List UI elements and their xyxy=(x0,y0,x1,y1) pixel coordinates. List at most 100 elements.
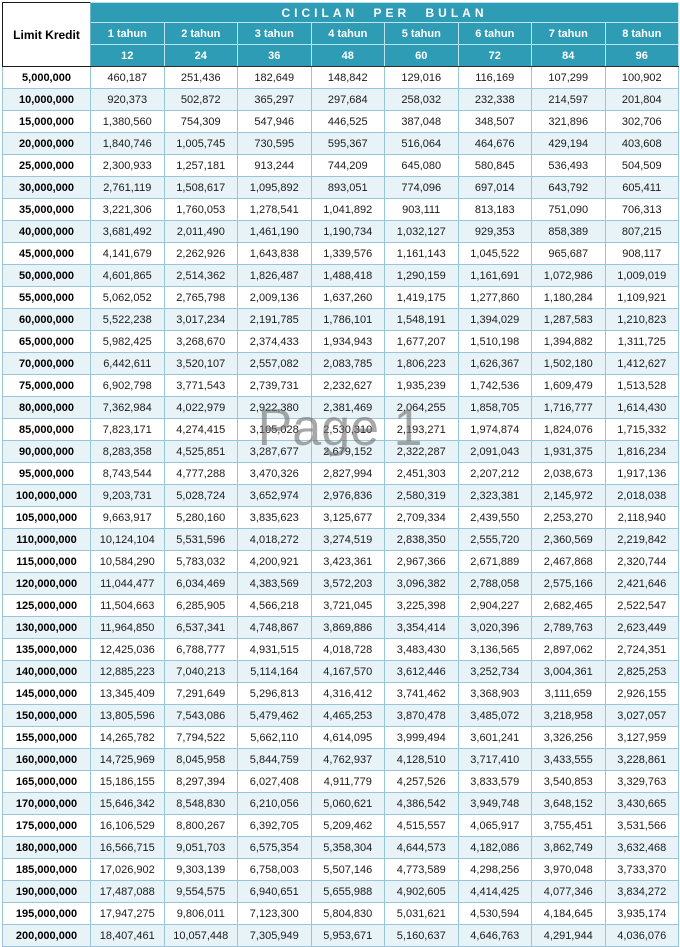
installment-cell: 3,020,396 xyxy=(457,616,532,639)
installment-cell: 13,345,409 xyxy=(90,682,165,705)
installment-cell: 3,125,677 xyxy=(310,506,385,529)
table-row: 35,000,000 3,221,306 1,760,053 1,278,541 1,0… xyxy=(2,198,679,221)
installment-cell: 1,931,375 xyxy=(531,440,606,463)
installment-cell: 536,493 xyxy=(531,154,606,177)
installment-cell: 1,974,874 xyxy=(457,418,532,441)
installment-cell: 706,313 xyxy=(604,198,679,221)
installment-cell: 3,721,045 xyxy=(310,594,385,617)
installment-cell: 2,009,136 xyxy=(237,286,312,309)
installment-cell: 10,057,448 xyxy=(163,924,238,947)
installment-cell: 16,106,529 xyxy=(90,814,165,837)
installment-cell: 2,789,763 xyxy=(531,616,606,639)
installment-cell: 1,257,181 xyxy=(163,154,238,177)
installment-cell: 258,032 xyxy=(384,88,459,111)
installment-cell: 3,287,677 xyxy=(237,440,312,463)
installment-cell: 2,709,334 xyxy=(384,506,459,529)
installment-cell: 5,060,621 xyxy=(310,792,385,815)
installment-cell: 6,442,611 xyxy=(90,352,165,375)
limit-kredit-cell: 185,000,000 xyxy=(2,858,91,881)
limit-kredit-cell: 180,000,000 xyxy=(2,836,91,859)
installment-cell: 3,834,272 xyxy=(604,880,679,903)
installment-cell: 3,221,306 xyxy=(90,198,165,221)
installment-cell: 201,804 xyxy=(604,88,679,111)
limit-kredit-cell: 125,000,000 xyxy=(2,594,91,617)
installment-cell: 3,862,749 xyxy=(531,836,606,859)
installment-cell: 9,303,139 xyxy=(163,858,238,881)
installment-cell: 5,783,032 xyxy=(163,550,238,573)
installment-cell: 5,114,164 xyxy=(237,660,312,683)
installment-cell: 1,626,367 xyxy=(457,352,532,375)
limit-kredit-cell: 25,000,000 xyxy=(2,154,91,177)
year-header: 7 tahun xyxy=(531,22,606,45)
installment-cell: 3,648,152 xyxy=(531,792,606,815)
year-header: 1 tahun xyxy=(90,22,165,45)
installment-cell: 1,786,101 xyxy=(310,308,385,331)
table-row: 195,000,000 17,947,275 9,806,011 7,123,300 5… xyxy=(2,902,679,925)
installment-cell: 182,649 xyxy=(237,66,312,89)
installment-cell: 5,662,110 xyxy=(237,726,312,749)
table-row: 185,000,000 17,026,902 9,303,139 6,758,003 5… xyxy=(2,858,679,881)
installment-cell: 446,525 xyxy=(310,110,385,133)
limit-kredit-cell: 20,000,000 xyxy=(2,132,91,155)
table-row: 145,000,000 13,345,409 7,291,649 5,296,813 4… xyxy=(2,682,679,705)
installment-cell: 3,027,057 xyxy=(604,704,679,727)
installment-cell: 15,186,155 xyxy=(90,770,165,793)
installment-cell: 3,612,446 xyxy=(384,660,459,683)
installment-cell: 13,805,596 xyxy=(90,704,165,727)
installment-cell: 12,885,223 xyxy=(90,660,165,683)
installment-cell: 5,953,671 xyxy=(310,924,385,947)
installment-cell: 4,022,979 xyxy=(163,396,238,419)
installment-cell: 4,018,728 xyxy=(310,638,385,661)
installment-cell: 10,584,290 xyxy=(90,550,165,573)
installment-cell: 1,643,838 xyxy=(237,242,312,265)
table-row: 25,000,000 2,300,933 1,257,181 913,244 744,2… xyxy=(2,154,679,177)
limit-kredit-cell: 120,000,000 xyxy=(2,572,91,595)
installment-cell: 5,531,596 xyxy=(163,528,238,551)
installment-cell: 3,970,048 xyxy=(531,858,606,881)
installment-cell: 1,005,745 xyxy=(163,132,238,155)
limit-kredit-cell: 10,000,000 xyxy=(2,88,91,111)
installment-cell: 4,077,346 xyxy=(531,880,606,903)
table-row: 40,000,000 3,681,492 2,011,490 1,461,190 1,1… xyxy=(2,220,679,243)
installment-cell: 965,687 xyxy=(531,242,606,265)
installment-cell: 1,677,207 xyxy=(384,330,459,353)
installment-cell: 4,386,542 xyxy=(384,792,459,815)
installment-cell: 6,027,408 xyxy=(237,770,312,793)
year-header-row: 1 tahun 2 tahun 3 tahun 4 tahun 5 tahun … xyxy=(3,22,679,45)
installment-cell: 502,872 xyxy=(163,88,238,111)
installment-cell: 4,298,256 xyxy=(457,858,532,881)
installment-cell: 2,118,940 xyxy=(604,506,679,529)
installment-cell: 1,637,260 xyxy=(310,286,385,309)
installment-cell: 4,167,570 xyxy=(310,660,385,683)
installment-cell: 3,096,382 xyxy=(384,572,459,595)
installment-cell: 1,032,127 xyxy=(384,220,459,243)
installment-cell: 17,947,275 xyxy=(90,902,165,925)
table-row: 125,000,000 11,504,663 6,285,905 4,566,218 3… xyxy=(2,594,679,617)
installment-cell: 17,026,902 xyxy=(90,858,165,881)
installment-cell: 2,467,868 xyxy=(531,550,606,573)
installment-cell: 3,681,492 xyxy=(90,220,165,243)
installment-cell: 2,724,351 xyxy=(604,638,679,661)
installment-cell: 1,412,627 xyxy=(604,352,679,375)
installment-cell: 1,180,284 xyxy=(531,286,606,309)
table-row: 75,000,000 6,902,798 3,771,543 2,739,731 2,2… xyxy=(2,374,679,397)
installment-cell: 2,926,155 xyxy=(604,682,679,705)
installment-cell: 2,555,720 xyxy=(457,528,532,551)
limit-kredit-cell: 70,000,000 xyxy=(2,352,91,375)
table-row: 5,000,000 460,187 251,436 182,649 148,842 129… xyxy=(2,66,679,89)
installment-cell: 7,040,213 xyxy=(163,660,238,683)
installment-cell: 2,064,255 xyxy=(384,396,459,419)
installment-cell: 4,465,253 xyxy=(310,704,385,727)
installment-cell: 2,323,381 xyxy=(457,484,532,507)
installment-cell: 7,291,649 xyxy=(163,682,238,705)
installment-cell: 1,502,180 xyxy=(531,352,606,375)
installment-cell: 9,806,011 xyxy=(163,902,238,925)
installment-cell: 2,679,152 xyxy=(310,440,385,463)
month-header-row: 12 24 36 48 60 72 84 96 xyxy=(3,44,679,67)
installment-cell: 4,257,526 xyxy=(384,770,459,793)
limit-kredit-cell: 15,000,000 xyxy=(2,110,91,133)
installment-cell: 2,262,926 xyxy=(163,242,238,265)
installment-cell: 3,433,555 xyxy=(531,748,606,771)
table-row: 60,000,000 5,522,238 3,017,234 2,191,785 1,7… xyxy=(2,308,679,331)
installment-cell: 8,283,358 xyxy=(90,440,165,463)
